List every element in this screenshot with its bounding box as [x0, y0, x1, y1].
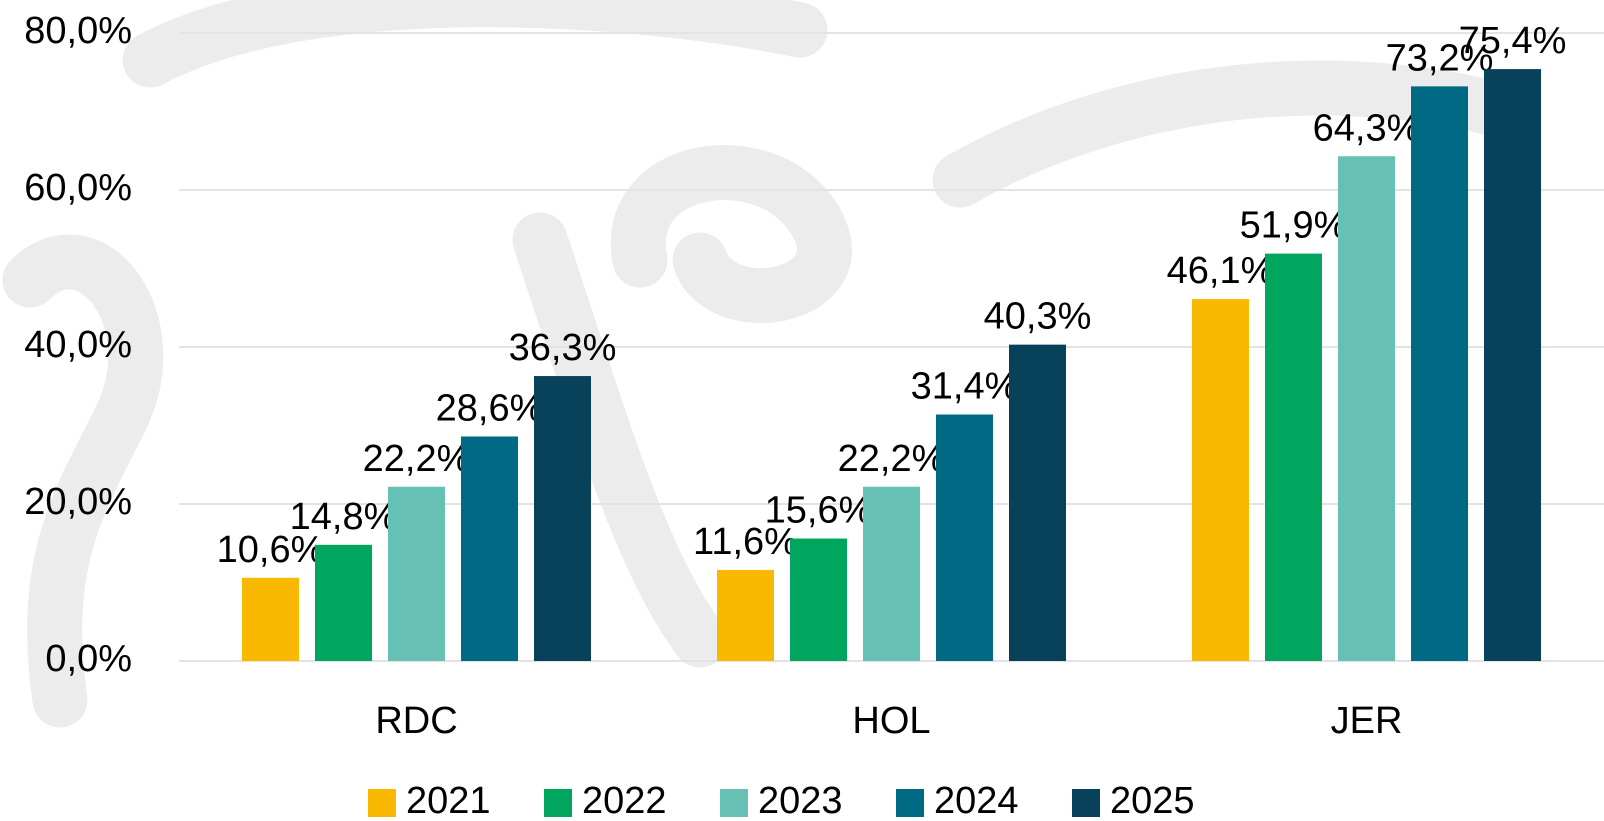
y-tick-label: 40,0%	[24, 324, 132, 366]
value-label: 14,8%	[290, 496, 398, 538]
legend-label: 2021	[406, 780, 491, 821]
bar	[790, 539, 847, 661]
bar	[461, 436, 518, 661]
y-tick-label: 0,0%	[45, 638, 132, 680]
value-label: 36,3%	[509, 327, 617, 369]
bar	[863, 487, 920, 661]
value-label: 22,2%	[363, 438, 471, 480]
value-label: 46,1%	[1167, 250, 1275, 292]
y-tick-label: 60,0%	[24, 167, 132, 209]
bar	[315, 545, 372, 661]
bar	[1192, 299, 1249, 661]
chart: 0,0%20,0%40,0%60,0%80,0%RDC10,6%14,8%22,…	[0, 0, 1604, 821]
value-label: 40,3%	[984, 296, 1092, 338]
value-label: 28,6%	[436, 388, 544, 430]
legend-label: 2023	[758, 780, 843, 821]
y-tick-label: 20,0%	[24, 481, 132, 523]
legend-label: 2024	[934, 780, 1019, 821]
bar	[388, 487, 445, 661]
legend-swatch	[896, 789, 924, 817]
bar	[1411, 86, 1468, 661]
value-label: 64,3%	[1313, 107, 1421, 149]
value-label: 31,4%	[911, 366, 1019, 408]
value-label: 75,4%	[1459, 20, 1567, 62]
bar	[1009, 345, 1066, 661]
value-label: 51,9%	[1240, 205, 1348, 247]
bar	[717, 570, 774, 661]
bar	[1484, 69, 1541, 661]
x-tick-label: HOL	[852, 700, 930, 742]
legend-swatch	[720, 789, 748, 817]
bar	[534, 376, 591, 661]
bar	[1265, 254, 1322, 661]
x-tick-label: RDC	[375, 700, 457, 742]
y-tick-label: 80,0%	[24, 10, 132, 52]
x-tick-label: JER	[1331, 700, 1403, 742]
value-label: 15,6%	[765, 490, 873, 532]
legend-swatch	[368, 789, 396, 817]
bar	[242, 578, 299, 661]
value-label: 22,2%	[838, 438, 946, 480]
legend-label: 2025	[1110, 780, 1195, 821]
legend-swatch	[1072, 789, 1100, 817]
bar	[936, 415, 993, 661]
legend-swatch	[544, 789, 572, 817]
legend-label: 2022	[582, 780, 667, 821]
bar	[1338, 156, 1395, 661]
